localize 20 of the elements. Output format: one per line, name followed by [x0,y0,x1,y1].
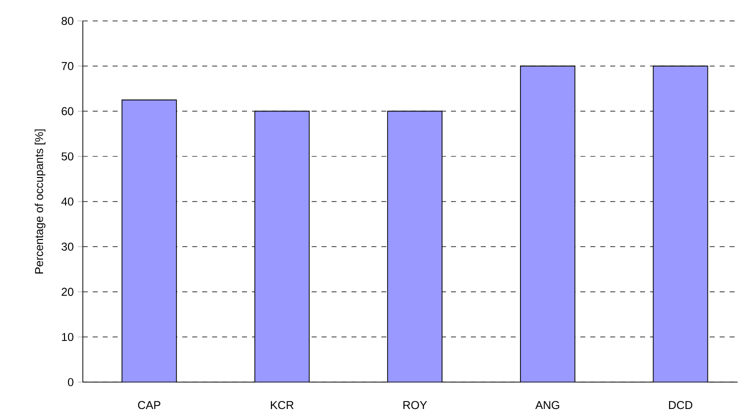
bar [254,111,310,382]
y-tick-label: 10 [62,332,74,342]
y-tick-label: 30 [62,242,74,251]
x-tick-label: ANG [535,401,560,410]
x-tick-label: DCD [669,401,692,410]
x-tick-label: CAP [138,401,160,410]
y-tick-label: 70 [62,62,74,70]
x-tick-label: ROY [403,401,427,410]
y-axis-title: Percentage of occupants [%] [34,129,46,274]
y-tick-label: 80 [62,16,74,25]
y-tick-label: 50 [62,152,74,160]
bar [122,100,176,382]
bar [388,111,442,382]
y-tick-label: 40 [61,197,74,206]
y-tick-label: 60 [62,107,74,116]
y-tick-label: 20 [62,288,74,296]
bar [520,66,575,382]
x-tick-label: KCR [270,401,294,410]
y-tick-label: 0 [68,378,74,386]
bar [652,66,708,382]
